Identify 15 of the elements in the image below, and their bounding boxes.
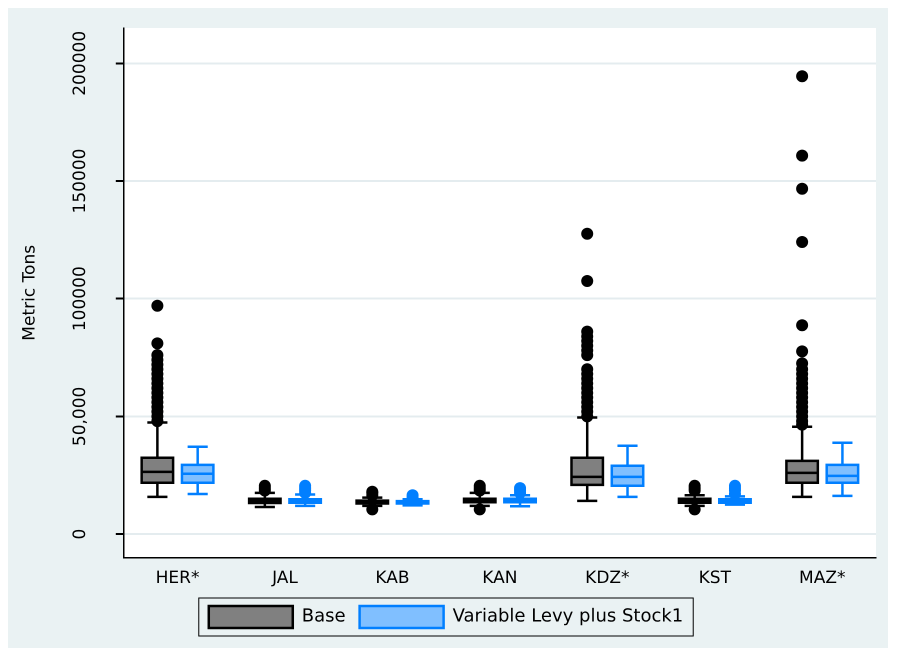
y-axis-title: Metric Tons: [20, 244, 40, 341]
x-tick-label: KAB: [375, 568, 410, 588]
y-tick-label: 50,000: [70, 386, 90, 446]
legend-label: Variable Levy plus Stock1: [452, 606, 684, 627]
x-tick-label: KST: [698, 568, 732, 588]
x-tick-label: KDZ*: [585, 568, 630, 588]
x-tick-label: HER*: [156, 568, 200, 588]
x-tick-label: KAN: [482, 568, 518, 588]
x-tick-label: MAZ*: [799, 568, 846, 588]
x-tick-label: JAL: [271, 568, 298, 588]
y-tick-label: 150000: [70, 148, 90, 214]
y-tick-label: 0: [70, 528, 90, 540]
legend-label: Base: [302, 606, 346, 627]
y-tick-label: 100000: [70, 266, 90, 332]
y-tick-label: 200000: [70, 30, 90, 96]
